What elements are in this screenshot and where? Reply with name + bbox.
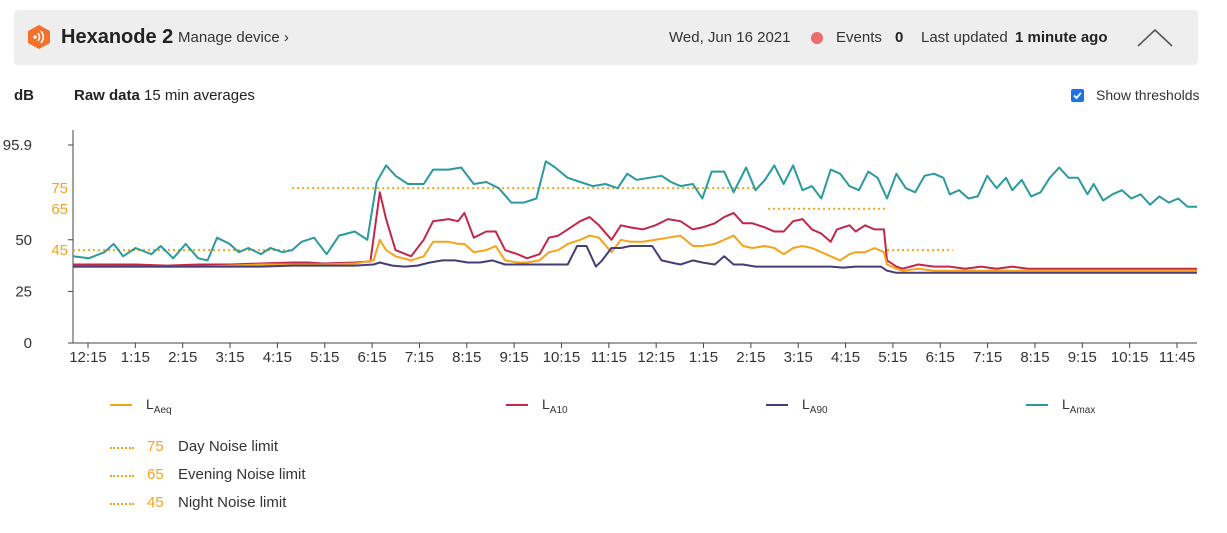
x-tick-label: 4:15 [263, 349, 292, 366]
legend-lamax-main: L [1062, 396, 1070, 412]
x-tick-label: 2:15 [168, 349, 197, 366]
x-tick-label: 6:15 [357, 349, 386, 366]
legend-swatch-lamax [1026, 404, 1048, 406]
unit-label: dB [14, 87, 34, 104]
y-tick-label: 95.9 [3, 137, 32, 154]
chart-heading: Raw data 15 min averages [74, 87, 255, 104]
checkmark-icon [1073, 92, 1082, 100]
x-tick-label: 10:15 [543, 349, 581, 366]
legend-laeq-main: L [146, 396, 154, 412]
limit-value: 75 [147, 438, 164, 455]
show-thresholds-checkbox[interactable] [1071, 89, 1084, 102]
x-tick-label: 2:15 [736, 349, 765, 366]
legend-la10: LA10 [542, 396, 568, 416]
x-tick-label: 12:15 [69, 349, 107, 366]
limit-name: Evening Noise limit [178, 466, 306, 483]
x-tick-label: 10:15 [1111, 349, 1149, 366]
manage-device-link[interactable]: Manage device › [178, 29, 289, 46]
raw-data-title: Raw data [74, 87, 140, 104]
legend-la10-sub: A10 [549, 405, 568, 416]
limit-dash [110, 447, 134, 449]
device-header: Hexanode 2 Manage device › Wed, Jun 16 2… [14, 10, 1198, 65]
limit-name: Day Noise limit [178, 438, 279, 455]
series-line-la90 [73, 245, 1197, 274]
current-date: Wed, Jun 16 2021 [669, 29, 791, 46]
legend-la90: LA90 [802, 396, 828, 416]
noise-chart: 0 25 50 95.9 45 65 75 12:15 1:15 2:15 3:15 4:15 5:15… [3, 130, 1197, 366]
x-tick-label: 4:15 [831, 349, 860, 366]
x-tick-label: 9:15 [500, 349, 529, 366]
legend-lamax-sub: Amax [1069, 405, 1096, 416]
last-updated-label: Last updated [921, 29, 1008, 46]
legend-la10-main: L [542, 396, 550, 412]
limit-value: 45 [147, 494, 164, 511]
series-line-la10 [73, 191, 1197, 270]
limit-name: Night Noise limit [178, 494, 287, 511]
x-tick-label: 7:15 [973, 349, 1002, 366]
threshold-tick-label: 75 [51, 180, 68, 197]
events-status-dot [811, 32, 823, 44]
legend-swatch-la10 [506, 404, 528, 406]
x-tick-label: 3:15 [215, 349, 244, 366]
threshold-tick-label: 45 [51, 242, 68, 259]
chevron-up-icon[interactable] [1137, 26, 1173, 48]
x-tick-label: 1:15 [689, 349, 718, 366]
x-tick-label: 8:15 [1020, 349, 1049, 366]
x-tick-label: 9:15 [1068, 349, 1097, 366]
show-thresholds-label[interactable]: Show thresholds [1096, 87, 1200, 103]
y-tick-label: 50 [15, 232, 32, 249]
legend-la90-sub: A90 [809, 405, 828, 416]
y-tick-label: 25 [15, 283, 32, 300]
last-updated-value: 1 minute ago [1015, 29, 1108, 46]
series-line-laeq [73, 234, 1197, 272]
y-tick-label: 0 [24, 335, 32, 352]
x-tick-label: 8:15 [452, 349, 481, 366]
legend-la90-main: L [802, 396, 810, 412]
limit-value: 65 [147, 466, 164, 483]
x-tick-label: 7:15 [405, 349, 434, 366]
x-tick-label: 11:15 [591, 349, 627, 366]
legend-swatch-laeq [110, 404, 132, 406]
limit-dash [110, 475, 134, 477]
sound-wave-icon [28, 25, 50, 49]
x-tick-label: 3:15 [784, 349, 813, 366]
limit-dash [110, 503, 134, 505]
x-tick-label: 11:45 [1159, 349, 1195, 366]
x-tick-label: 6:15 [926, 349, 955, 366]
device-name: Hexanode 2 [61, 26, 174, 48]
x-tick-label: 5:15 [878, 349, 907, 366]
threshold-tick-label: 65 [51, 201, 68, 218]
raw-data-subtitle: 15 min averages [144, 87, 255, 104]
x-tick-label: 12:15 [637, 349, 675, 366]
legend-lamax: LAmax [1062, 396, 1095, 416]
legend-swatch-la90 [766, 404, 788, 406]
legend-laeq-sub: Aeq [153, 405, 172, 416]
events-label: Events [836, 29, 882, 46]
series-line-lamax [72, 160, 1197, 262]
legend-laeq: LAeq [146, 396, 172, 416]
events-count: 0 [895, 29, 904, 46]
x-tick-label: 5:15 [310, 349, 339, 366]
x-tick-label: 1:15 [121, 349, 150, 366]
